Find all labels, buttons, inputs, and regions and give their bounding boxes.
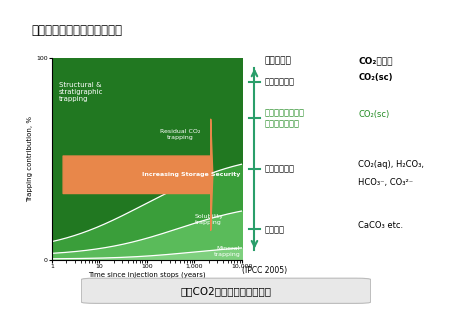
Text: (IPCC 2005): (IPCC 2005)	[241, 266, 286, 275]
Text: CO₂(sc): CO₂(sc)	[358, 73, 392, 82]
Text: 溶解トラップ: 溶解トラップ	[264, 164, 294, 173]
Text: 残留ガストラップ
（移動しない）: 残留ガストラップ （移動しない）	[264, 109, 304, 128]
Text: CO₂の状態: CO₂の状態	[358, 56, 392, 65]
Text: メカニズム: メカニズム	[264, 56, 291, 65]
Text: 構造トラップ: 構造トラップ	[264, 77, 294, 86]
Y-axis label: Trapping contribution, %: Trapping contribution, %	[28, 116, 33, 202]
Text: CO₂(sc): CO₂(sc)	[358, 110, 389, 118]
Text: CaCO₃ etc.: CaCO₃ etc.	[358, 221, 403, 230]
Text: Mineral
trapping: Mineral trapping	[214, 246, 240, 257]
Text: Residual CO₂
trapping: Residual CO₂ trapping	[160, 129, 200, 140]
X-axis label: Time since injection stops (years): Time since injection stops (years)	[88, 272, 205, 278]
Text: Solubility
trapping: Solubility trapping	[194, 214, 223, 225]
Text: HCO₃⁻, CO₃²⁻: HCO₃⁻, CO₃²⁻	[358, 179, 413, 187]
FancyBboxPatch shape	[81, 278, 370, 304]
Text: Increasing Storage Security: Increasing Storage Security	[142, 172, 240, 177]
Text: CO₂(aq), H₂CO₃,: CO₂(aq), H₂CO₃,	[358, 160, 423, 169]
Text: 鉱物固定: 鉱物固定	[264, 225, 284, 234]
Text: Structural &
stratigraphic
trapping: Structural & stratigraphic trapping	[59, 82, 103, 102]
Text: 貯留形態・寄与率の経時変化: 貯留形態・寄与率の経時変化	[31, 24, 122, 37]
Text: 図：CO2トラップメカニズム: 図：CO2トラップメカニズム	[180, 286, 271, 296]
